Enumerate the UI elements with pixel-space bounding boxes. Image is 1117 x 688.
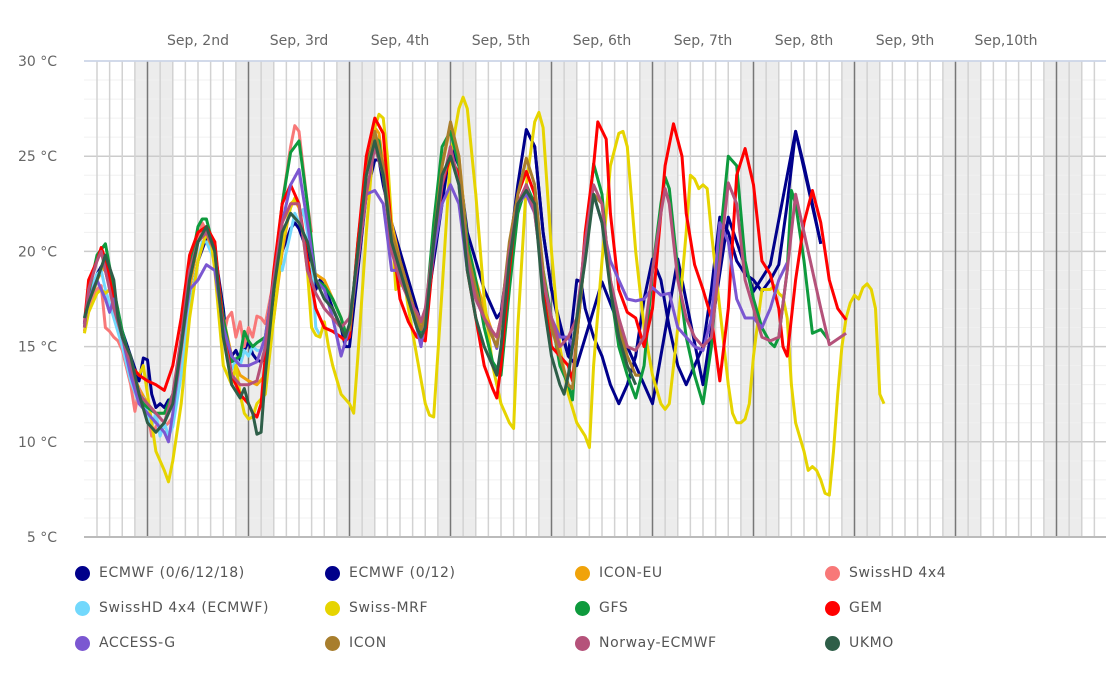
legend-label: Norway-ECMWF bbox=[599, 635, 717, 651]
x-axis-ticks: Sep, 2nd Sep, 3rd Sep, 4th Sep, 5th Sep, 6th… bbox=[167, 33, 1037, 49]
y-tick-label: 20 °C bbox=[18, 244, 57, 260]
legend-item[interactable]: UKMO bbox=[825, 632, 1075, 654]
night-band bbox=[942, 61, 981, 537]
legend-label: ECMWF (0/6/12/18) bbox=[99, 565, 245, 581]
legend-label: ICON-EU bbox=[599, 565, 663, 581]
legend-marker-icon bbox=[575, 600, 590, 616]
series-line-swiss-mrf bbox=[82, 95, 886, 497]
series-line-ukmo bbox=[82, 139, 638, 436]
y-tick-label: 30 °C bbox=[18, 54, 57, 70]
y-tick-label: 25 °C bbox=[18, 149, 57, 165]
y-axis-ticks: 5 °C 10 °C 15 °C 20 °C 25 °C 30 °C bbox=[18, 54, 57, 546]
x-tick-label: Sep, 8th bbox=[775, 33, 834, 49]
night-band bbox=[134, 61, 173, 537]
temperature-chart: 5 °C10 °C15 °C20 °C25 °C30 °C Sep, 2nd Se… bbox=[18, 33, 1106, 546]
legend-item[interactable]: SwissHD 4x4 bbox=[825, 562, 1075, 584]
legend-marker-icon bbox=[75, 565, 90, 581]
legend-label: GFS bbox=[599, 600, 629, 616]
night-band bbox=[235, 61, 274, 537]
legend-label: SwissHD 4x4 bbox=[849, 565, 947, 581]
x-tick-label: Sep, 6th bbox=[573, 33, 632, 49]
legend-marker-icon bbox=[825, 600, 840, 616]
y-tick-label: 10 °C bbox=[18, 435, 57, 451]
legend-item[interactable]: ECMWF (0/12) bbox=[325, 562, 575, 584]
legend: ECMWF (0/6/12/18) ECMWF (0/12) ICON-EU Swis… bbox=[75, 562, 1085, 654]
x-tick-label: Sep,10th bbox=[974, 33, 1037, 49]
legend-label: SwissHD 4x4 (ECMWF) bbox=[99, 600, 270, 616]
legend-label: ECMWF (0/12) bbox=[349, 565, 456, 581]
legend-item[interactable]: GFS bbox=[575, 597, 825, 619]
legend-label: UKMO bbox=[849, 635, 894, 651]
legend-label: ACCESS-G bbox=[99, 635, 176, 651]
legend-marker-icon bbox=[575, 635, 590, 651]
legend-item[interactable]: ECMWF (0/6/12/18) bbox=[75, 562, 325, 584]
legend-label: GEM bbox=[849, 600, 883, 616]
x-tick-label: Sep, 3rd bbox=[270, 33, 329, 49]
legend-label: ICON bbox=[349, 635, 387, 651]
x-tick-label: Sep, 5th bbox=[472, 33, 531, 49]
legend-marker-icon bbox=[75, 600, 90, 616]
legend-marker-icon bbox=[75, 635, 90, 651]
legend-marker-icon bbox=[575, 565, 590, 581]
legend-label: Swiss-MRF bbox=[349, 600, 429, 616]
legend-marker-icon bbox=[825, 635, 840, 651]
night-band bbox=[1043, 61, 1082, 537]
legend-item[interactable]: ICON bbox=[325, 632, 575, 654]
legend-item[interactable]: ICON-EU bbox=[575, 562, 825, 584]
legend-marker-icon bbox=[325, 635, 340, 651]
legend-marker-icon bbox=[825, 565, 840, 581]
x-tick-label: Sep, 2nd bbox=[167, 33, 229, 49]
legend-item[interactable]: ACCESS-G bbox=[75, 632, 325, 654]
y-tick-label: 15 °C bbox=[18, 340, 57, 356]
legend-marker-icon bbox=[325, 565, 340, 581]
legend-item[interactable]: SwissHD 4x4 (ECMWF) bbox=[75, 597, 325, 619]
legend-marker-icon bbox=[325, 600, 340, 616]
x-tick-label: Sep, 9th bbox=[876, 33, 935, 49]
series-lines bbox=[82, 95, 886, 497]
x-tick-label: Sep, 7th bbox=[674, 33, 733, 49]
x-tick-label: Sep, 4th bbox=[371, 33, 430, 49]
y-tick-label: 5 °C bbox=[27, 530, 57, 546]
legend-item[interactable]: Norway-ECMWF bbox=[575, 632, 825, 654]
legend-item[interactable]: Swiss-MRF bbox=[325, 597, 575, 619]
legend-item[interactable]: GEM bbox=[825, 597, 1075, 619]
